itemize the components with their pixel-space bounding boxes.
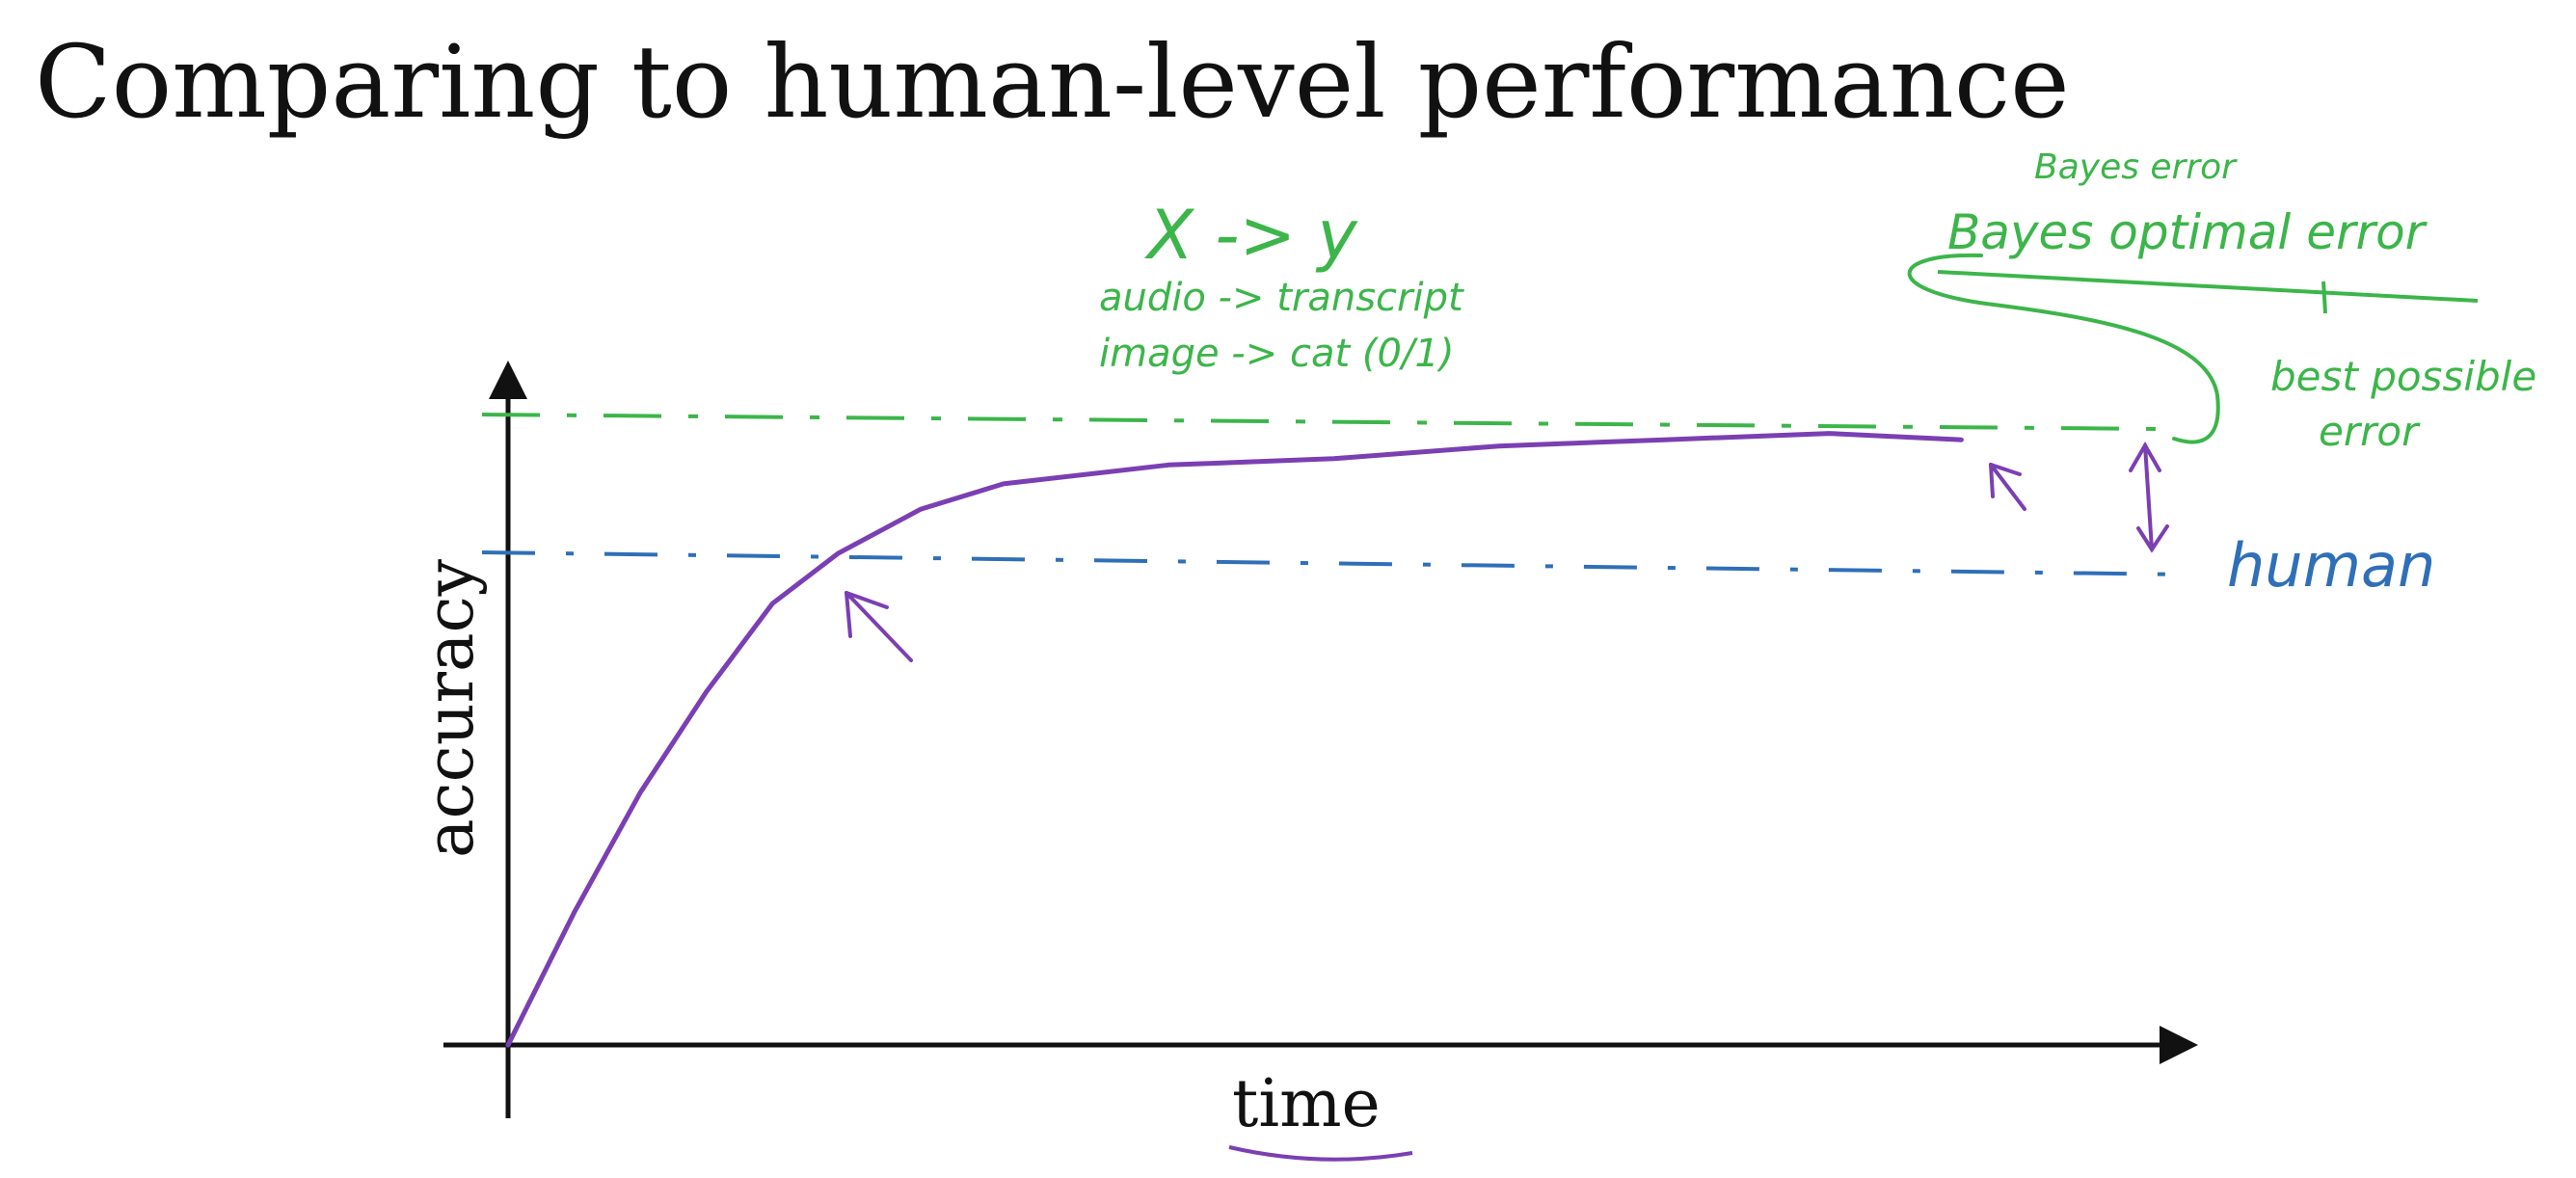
human-level-note: human <box>2227 530 2435 601</box>
x-label-underline <box>1228 1145 1413 1162</box>
slide-title: Comparing to human-level performance <box>35 23 2070 141</box>
image-example-note: image -> cat (0/1) <box>1099 332 1454 376</box>
best-possible-note: best possible <box>2270 353 2536 400</box>
bayes-optimal-tick <box>2321 281 2327 314</box>
bayes-error-line <box>481 413 2160 431</box>
bayes-optimal-error-note: Bayes optimal error <box>1947 204 2428 260</box>
y-axis-label: accuracy <box>413 558 489 858</box>
error-note: error <box>2319 408 2421 455</box>
learning-curve-line <box>505 431 1964 1048</box>
bayes-bracket <box>1907 253 2220 444</box>
x-axis-label: time <box>1232 1066 1381 1142</box>
mapping-note: X -> y <box>1143 196 1358 275</box>
avoidable-bias-arrow <box>2129 441 2169 553</box>
bayes-optimal-underline <box>1937 270 2479 303</box>
plateau-arrow <box>1989 463 2026 511</box>
audio-example-note: audio -> transcript <box>1099 276 1464 320</box>
human-level-line <box>481 550 2189 576</box>
bayes-error-note: Bayes error <box>2034 147 2238 187</box>
human-crossing-arrow <box>845 591 913 662</box>
